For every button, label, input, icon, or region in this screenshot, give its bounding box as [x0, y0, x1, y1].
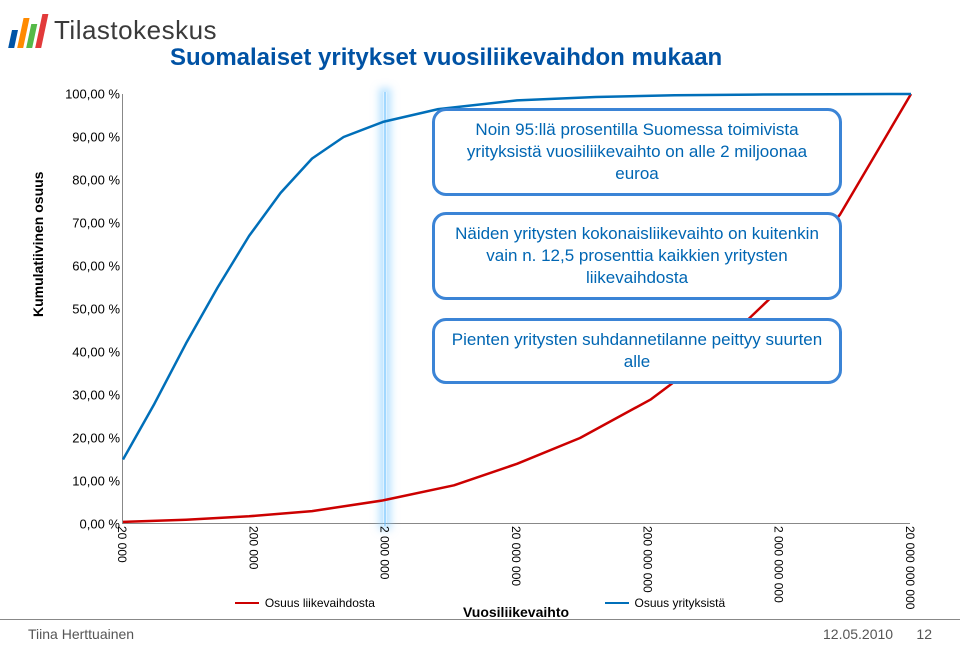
legend-swatch	[605, 602, 629, 605]
y-tick: 10,00 %	[60, 474, 120, 489]
logo-bars-icon	[8, 12, 52, 48]
y-tick: 30,00 %	[60, 388, 120, 403]
x-tick: 2 000 000 000	[772, 526, 786, 603]
x-tick: 20 000 000	[509, 526, 523, 586]
x-tick: 200 000	[246, 526, 260, 569]
x-tick: 200 000 000	[640, 526, 654, 593]
y-tick: 40,00 %	[60, 345, 120, 360]
legend-swatch	[235, 602, 259, 605]
footer-page: 12	[916, 626, 932, 642]
callout: Näiden yritysten kokonaisliikevaihto on …	[432, 212, 842, 300]
legend-label: Osuus yrityksistä	[635, 596, 726, 610]
y-tick: 100,00 %	[60, 87, 120, 102]
y-tick: 20,00 %	[60, 431, 120, 446]
page-title: Suomalaiset yritykset vuosiliikevaihdon …	[170, 44, 722, 72]
logo-text: Tilastokeskus	[54, 15, 217, 46]
y-tick: 50,00 %	[60, 302, 120, 317]
callout: Noin 95:llä prosentilla Suomessa toimivi…	[432, 108, 842, 196]
brand-logo: Tilastokeskus	[12, 12, 217, 48]
footer-author: Tiina Herttuainen	[28, 626, 134, 642]
legend: Osuus liikevaihdosta Osuus yrityksistä	[0, 596, 960, 610]
y-tick: 90,00 %	[60, 130, 120, 145]
legend-item: Osuus liikevaihdosta	[235, 596, 375, 610]
y-tick: 80,00 %	[60, 173, 120, 188]
x-tick: 20 000	[115, 526, 129, 563]
legend-label: Osuus liikevaihdosta	[265, 596, 375, 610]
footer: Tiina Herttuainen 12.05.2010 12	[0, 619, 960, 642]
y-tick: 60,00 %	[60, 259, 120, 274]
callout: Pienten yritysten suhdannetilanne peitty…	[432, 318, 842, 384]
y-tick: 70,00 %	[60, 216, 120, 231]
footer-date: 12.05.2010	[823, 626, 893, 642]
y-tick: 0,00 %	[60, 517, 120, 532]
legend-item: Osuus yrityksistä	[605, 596, 726, 610]
x-tick: 2 000 000	[378, 526, 392, 579]
y-axis-label: Kumulatiivinen osuus	[30, 172, 46, 317]
